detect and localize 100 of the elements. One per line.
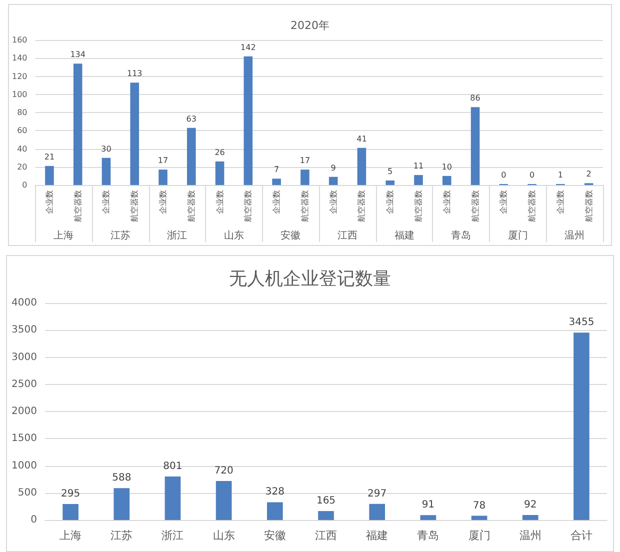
y-tick-label: 160 — [12, 36, 28, 44]
bar — [300, 170, 310, 185]
data-label: 113 — [126, 69, 142, 78]
y-tick-label: 0 — [30, 514, 37, 526]
data-label: 78 — [472, 500, 486, 512]
bar — [328, 176, 338, 185]
y-tick-label: 60 — [17, 126, 28, 136]
data-label: 134 — [70, 50, 86, 60]
data-label: 63 — [186, 114, 196, 124]
x-tick-label: 青岛 — [451, 230, 472, 242]
bar — [114, 488, 130, 520]
data-label: 26 — [214, 148, 225, 157]
text: 企业数 — [328, 190, 338, 214]
x-tick-label: 上海 — [54, 230, 74, 242]
y-tick-label: 100 — [12, 90, 28, 99]
text: 航空器数 — [528, 190, 537, 222]
x-tick-label: 青岛 — [417, 529, 440, 542]
text: 航空器数 — [73, 190, 82, 222]
text: 航空器数 — [584, 190, 594, 222]
y-tick-label: 1000 — [12, 460, 37, 472]
data-label: 0 — [529, 170, 535, 180]
text: 企业数 — [499, 190, 508, 214]
x-tick-label: 厦门 — [508, 230, 528, 242]
data-label: 3455 — [568, 317, 594, 328]
text: 航空器数 — [357, 190, 366, 222]
x-tick-label: 浙江 — [162, 529, 184, 542]
y-tick-label: 4000 — [12, 298, 37, 308]
bar — [574, 332, 590, 520]
bar — [45, 166, 54, 185]
data-label: 9 — [330, 163, 336, 172]
x-tick-label: 安徽 — [280, 230, 301, 242]
data-label: 801 — [163, 461, 182, 472]
text: 航空器数 — [130, 190, 140, 222]
y-tick-label: 0 — [22, 180, 28, 190]
x-tick-label: 安徽 — [264, 529, 286, 542]
bar — [420, 515, 436, 520]
text: 航空器数 — [244, 190, 253, 222]
data-label: 328 — [265, 486, 284, 498]
x-tick-label: 江西 — [315, 529, 337, 542]
x-tick-label: 浙江 — [167, 230, 188, 242]
bar — [522, 515, 538, 520]
bar — [186, 128, 196, 185]
data-label: 5 — [388, 166, 393, 176]
bar — [266, 502, 283, 520]
data-label: 165 — [316, 496, 336, 507]
bar — [470, 107, 480, 185]
bar — [471, 516, 488, 520]
bar — [357, 148, 366, 185]
x-tick-label: 江苏 — [110, 230, 130, 242]
text: 航空器数 — [186, 190, 196, 222]
chart-title: 2020年 — [290, 19, 330, 32]
bar — [216, 480, 232, 520]
data-label: 41 — [356, 134, 367, 144]
data-label: 297 — [368, 488, 387, 500]
bar — [272, 178, 281, 185]
bar — [164, 476, 181, 520]
y-tick-label: 2000 — [12, 406, 37, 417]
x-tick-label: 厦门 — [468, 529, 490, 542]
data-label: 21 — [44, 152, 55, 162]
data-label: 7 — [274, 165, 280, 174]
data-label: 295 — [61, 488, 80, 500]
text: 企业数 — [158, 190, 168, 214]
data-label: 11 — [413, 162, 424, 171]
y-tick-label: 3000 — [12, 352, 37, 363]
bar — [158, 170, 168, 185]
data-label: 588 — [112, 472, 132, 484]
data-label: 10 — [442, 162, 452, 172]
data-label: 92 — [524, 500, 537, 511]
text: 航空器数 — [300, 190, 310, 222]
x-tick-label: 合计 — [570, 529, 592, 542]
text: 企业数 — [386, 190, 395, 214]
x-tick-label: 山东 — [212, 529, 235, 542]
bar — [215, 161, 224, 185]
bar — [318, 511, 334, 520]
y-tick-label: 80 — [17, 108, 28, 117]
data-label: 91 — [422, 500, 435, 511]
x-tick-label: 温州 — [564, 230, 585, 242]
data-label: 720 — [214, 465, 234, 476]
data-label: 17 — [300, 156, 310, 166]
data-label: 30 — [101, 144, 112, 154]
x-tick-label: 上海 — [60, 529, 82, 542]
bar — [414, 175, 423, 185]
y-tick-label: 140 — [12, 54, 28, 63]
bar — [62, 504, 78, 520]
x-tick-label: 福建 — [394, 230, 414, 242]
data-label: 86 — [470, 94, 480, 103]
text: 航空器数 — [470, 190, 480, 222]
text: 企业数 — [272, 190, 282, 214]
bar — [442, 176, 452, 185]
data-label: 2 — [586, 170, 592, 179]
text: 企业数 — [102, 190, 111, 214]
y-tick-label: 20 — [17, 162, 28, 172]
text: 企业数 — [215, 190, 224, 214]
y-tick-label: 2500 — [12, 378, 37, 390]
text: 航空器数 — [414, 190, 423, 222]
x-tick-label: 温州 — [519, 529, 542, 542]
text: 企业数 — [44, 190, 54, 214]
x-tick-label: 福建 — [366, 529, 388, 542]
text: 企业数 — [556, 190, 565, 214]
y-tick-label: 120 — [12, 72, 28, 81]
